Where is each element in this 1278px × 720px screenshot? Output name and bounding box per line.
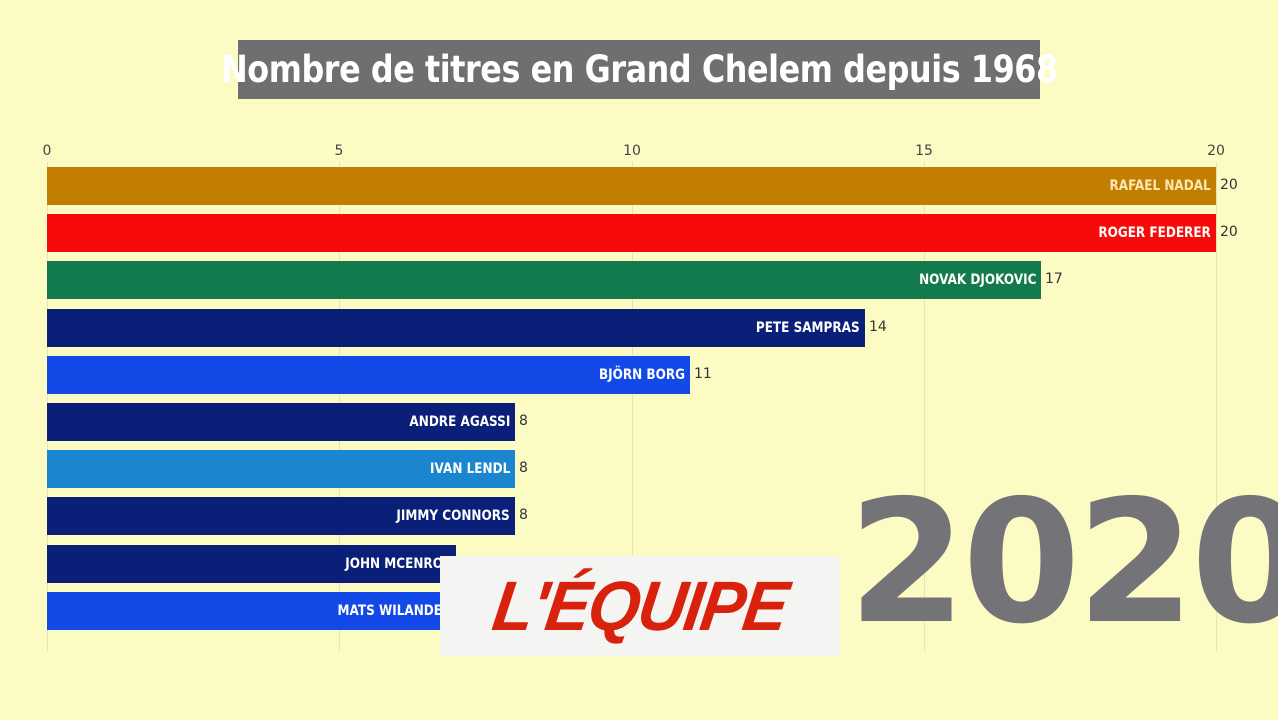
gridline-20 — [1216, 162, 1217, 652]
bar: RAFAEL NADAL — [47, 167, 1216, 205]
chart-title: Nombre de titres en Grand Chelem depuis … — [220, 48, 1058, 91]
bar-value-label: 11 — [694, 366, 712, 382]
logo-text: L'ÉQUIPE — [488, 567, 792, 645]
bar: BJÖRN BORG — [47, 356, 690, 394]
x-tick-label: 15 — [915, 143, 933, 159]
gridline-10 — [632, 162, 633, 652]
bar-value-label: 8 — [519, 413, 528, 429]
x-tick-label: 10 — [623, 143, 641, 159]
bar-label: JOHN MCENROE — [345, 556, 451, 572]
bar-label: ANDRE AGASSI — [409, 414, 510, 430]
bar-label: IVAN LENDL — [429, 461, 510, 477]
bar: JOHN MCENROE — [47, 545, 456, 583]
x-tick-label: 0 — [42, 143, 52, 159]
bar-value-label: 8 — [519, 460, 528, 476]
bar-label: ROGER FEDERER — [1098, 225, 1211, 241]
bar-value-label: 8 — [519, 507, 528, 523]
bar-label: JIMMY CONNORS — [396, 508, 510, 524]
bar-value-label: 17 — [1045, 271, 1063, 287]
year-annotation: 2020 — [848, 464, 1278, 662]
bar: ROGER FEDERER — [47, 214, 1216, 252]
bar-value-label: 14 — [869, 319, 887, 335]
bar-label: MATS WILANDER — [337, 603, 451, 619]
bar-label: RAFAEL NADAL — [1109, 178, 1211, 194]
x-tick-label: 5 — [334, 143, 344, 159]
x-tick-label: 20 — [1207, 143, 1225, 159]
bar-value-label: 20 — [1220, 177, 1238, 193]
bar-chart-plot: 0 5 10 15 20 RAFAEL NADAL 20 ROGER FEDERER… — [43, 140, 1238, 652]
chart-title-banner: Nombre de titres en Grand Chelem depuis … — [221, 40, 1058, 99]
gridline-15 — [924, 162, 925, 652]
bar-label: BJÖRN BORG — [599, 367, 685, 383]
bar: IVAN LENDL — [47, 450, 515, 488]
bar: PETE SAMPRAS — [47, 309, 865, 347]
bar-label: PETE SAMPRAS — [756, 320, 860, 336]
lequipe-logo: L'ÉQUIPE — [440, 556, 840, 656]
bar: MATS WILANDER — [47, 592, 456, 630]
bar: ANDRE AGASSI — [47, 403, 515, 441]
bar-value-label: 20 — [1220, 224, 1238, 240]
bar: JIMMY CONNORS — [47, 497, 515, 535]
bar-label: NOVAK DJOKOVIC — [918, 272, 1036, 288]
bar: NOVAK DJOKOVIC — [47, 261, 1041, 299]
